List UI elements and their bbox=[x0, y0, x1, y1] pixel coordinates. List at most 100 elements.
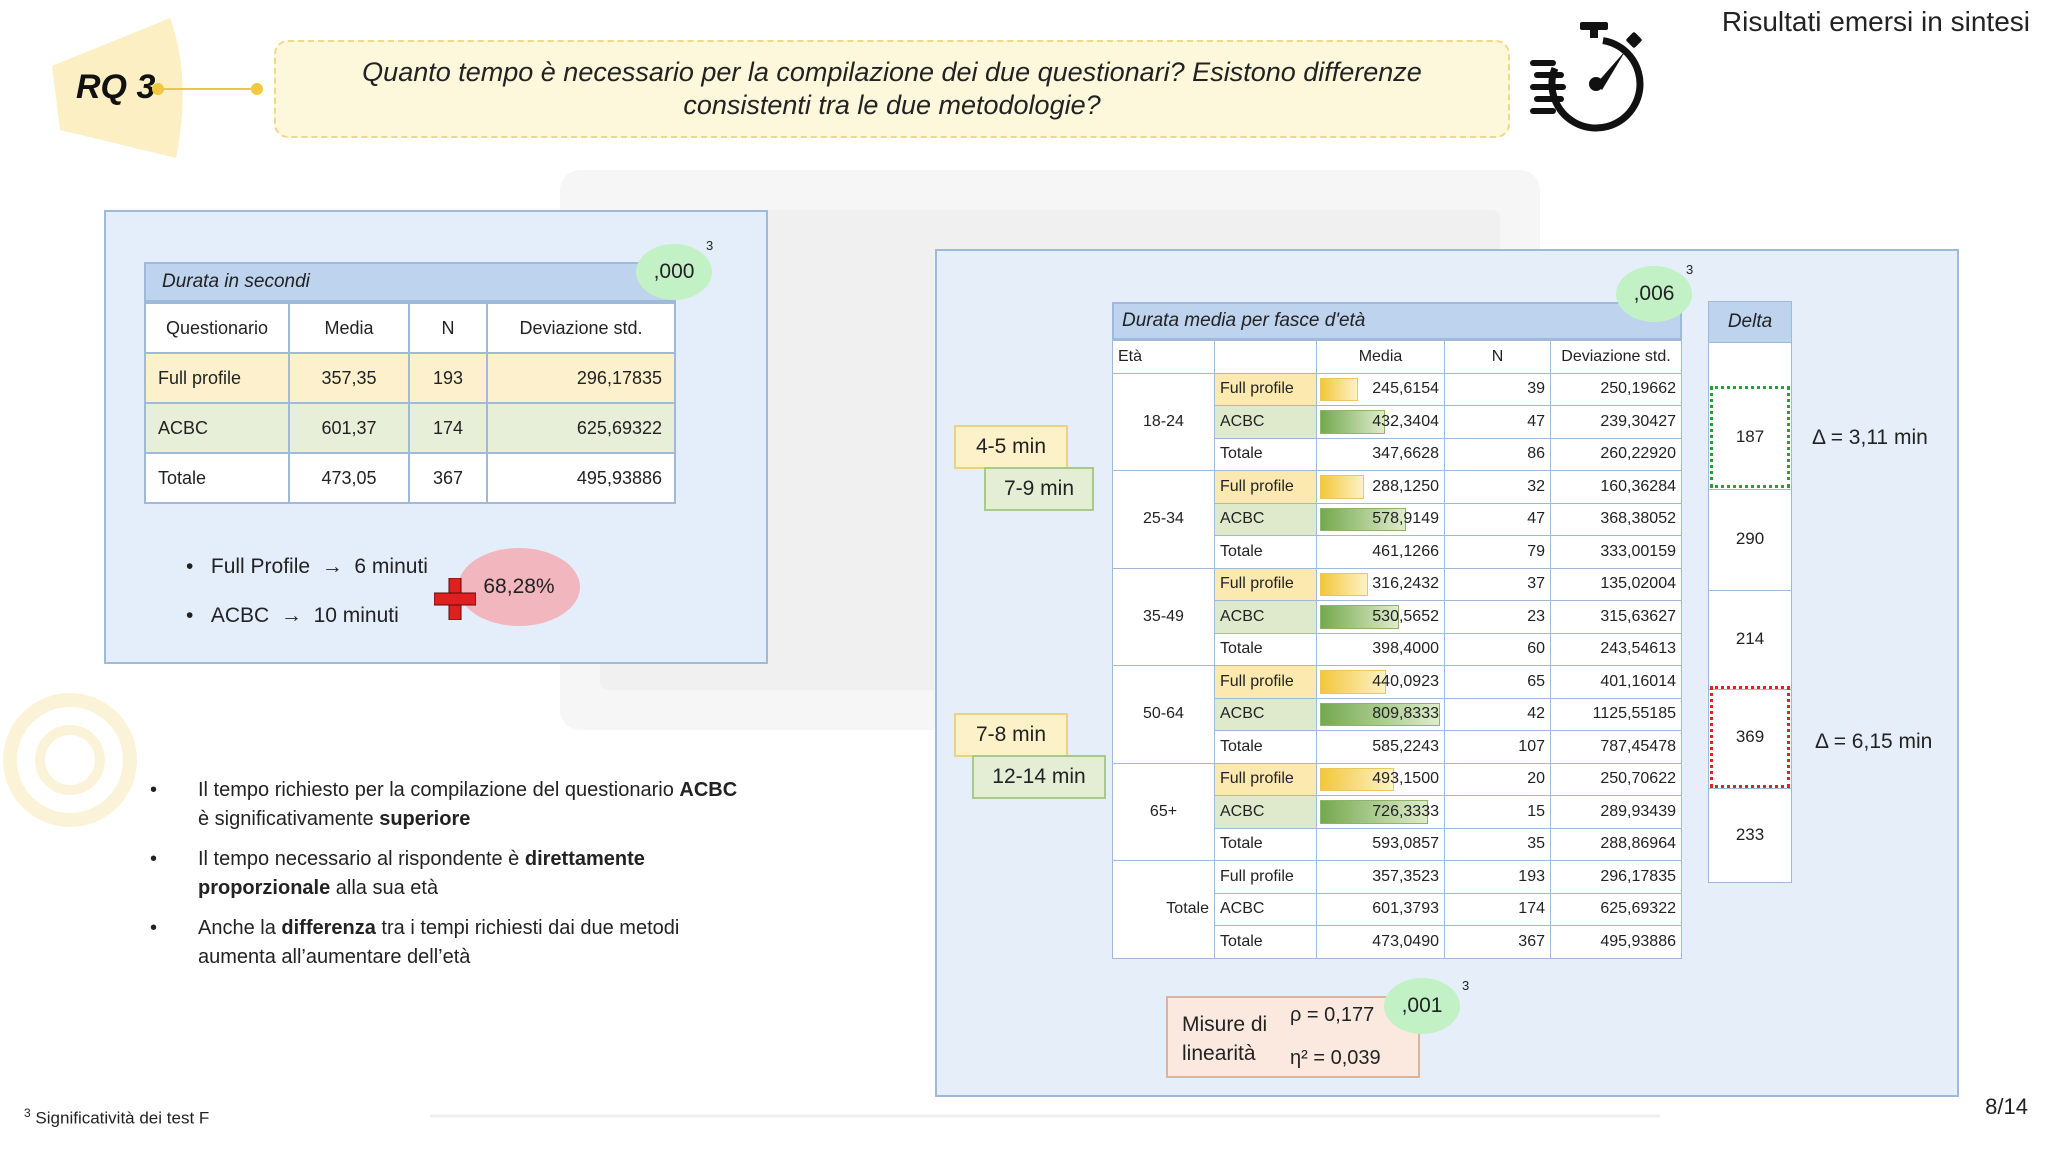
table-row: Totale 585,2243 107 787,45478 bbox=[1113, 730, 1682, 764]
n-value: 35 bbox=[1444, 827, 1551, 861]
footnote-ref: 3 bbox=[1686, 262, 1694, 277]
summary-value: 6 minuti bbox=[354, 555, 428, 578]
acbc-time-note: 12-14 min bbox=[972, 755, 1106, 799]
std-dev-value: 239,30427 bbox=[1550, 405, 1682, 439]
table2-title: Durata media per fasce d'età bbox=[1112, 302, 1682, 340]
acbc-time-note: 7-9 min bbox=[984, 467, 1094, 511]
media-cell: 398,4000 bbox=[1316, 632, 1445, 666]
media-data-bar bbox=[1320, 670, 1386, 694]
table-cell: 473,05 bbox=[288, 452, 410, 504]
delta-highlight-max bbox=[1710, 686, 1790, 788]
std-dev-value: 1125,55185 bbox=[1550, 697, 1682, 731]
age-group-label: 50-64 bbox=[1112, 665, 1215, 764]
media-value: 809,8333 bbox=[1372, 705, 1439, 723]
research-question: Quanto tempo è necessario per la compila… bbox=[274, 40, 1510, 138]
media-data-bar bbox=[1320, 572, 1368, 596]
table-row: ACBC 578,9149 47 368,38052 bbox=[1113, 502, 1682, 536]
rho-value: ρ = 0,177 bbox=[1290, 1004, 1375, 1026]
age-group-label: 18-24 bbox=[1112, 372, 1215, 471]
finding-text: Il tempo richiesto per la compilazione d… bbox=[198, 779, 680, 801]
media-value: 440,0923 bbox=[1372, 672, 1439, 690]
n-value: 367 bbox=[1444, 925, 1551, 959]
n-value: 23 bbox=[1444, 600, 1551, 634]
method-label: ACBC bbox=[1214, 892, 1317, 926]
age-group-label: Totale bbox=[1112, 860, 1215, 959]
method-label: Totale bbox=[1214, 437, 1317, 471]
summary-label: Full Profile bbox=[210, 555, 311, 578]
table-cell: ACBC bbox=[144, 402, 290, 454]
n-value: 47 bbox=[1444, 405, 1551, 439]
delta-highlight-min bbox=[1710, 386, 1790, 488]
method-label: Totale bbox=[1214, 827, 1317, 861]
table-row: ACBC 809,8333 42 1125,55185 bbox=[1113, 697, 1682, 731]
delta-divider bbox=[1708, 489, 1792, 490]
n-value: 32 bbox=[1444, 470, 1551, 504]
media-cell: 288,1250 bbox=[1316, 470, 1445, 504]
footnote-ref: 3 bbox=[706, 238, 714, 253]
std-dev-value: 135,02004 bbox=[1550, 567, 1682, 601]
footnote-text: Significatività dei test F bbox=[35, 1108, 210, 1128]
footnote-ref: 3 bbox=[1462, 978, 1470, 993]
std-dev-value: 495,93886 bbox=[1550, 925, 1682, 959]
finding-item: • Il tempo richiesto per la compilazione… bbox=[150, 779, 738, 830]
method-label: ACBC bbox=[1214, 600, 1317, 634]
method-label: Full profile bbox=[1214, 762, 1317, 796]
connector-line bbox=[158, 88, 258, 90]
arrow-right-icon: → bbox=[321, 555, 343, 578]
media-value: 593,0857 bbox=[1372, 835, 1439, 853]
media-data-bar bbox=[1320, 702, 1440, 726]
media-cell: 578,9149 bbox=[1316, 502, 1445, 536]
table-row: Full profile 357,35 193 296,17835 bbox=[144, 352, 676, 404]
method-label: Full profile bbox=[1214, 860, 1317, 894]
table-cell: 367 bbox=[408, 452, 488, 504]
media-value: 726,3333 bbox=[1372, 802, 1439, 820]
age-group-label: 25-34 bbox=[1112, 470, 1215, 569]
media-cell: 473,0490 bbox=[1316, 925, 1445, 959]
delta-value: 369 bbox=[1735, 727, 1765, 746]
media-cell: 316,2432 bbox=[1316, 567, 1445, 601]
table-cell: 193 bbox=[408, 352, 488, 404]
method-label: Full profile bbox=[1214, 567, 1317, 601]
media-cell: 530,5652 bbox=[1316, 600, 1445, 634]
connector-dot bbox=[152, 83, 164, 95]
table-row: 35-49 Full profile 316,2432 37 135,02004 bbox=[1112, 567, 1682, 666]
delta-header: Delta bbox=[1708, 301, 1792, 343]
std-dev-value: 260,22920 bbox=[1550, 437, 1682, 471]
std-dev-value: 160,36284 bbox=[1550, 470, 1682, 504]
media-value: 288,1250 bbox=[1372, 477, 1439, 495]
n-value: 86 bbox=[1444, 437, 1551, 471]
table1-title: Durata in secondi bbox=[144, 262, 676, 302]
summary-item: • ACBC → 10 minuti bbox=[186, 604, 399, 628]
table-cell: 174 bbox=[408, 402, 488, 454]
delta-value: 233 bbox=[1735, 825, 1765, 844]
n-value: 65 bbox=[1444, 665, 1551, 699]
media-value: 245,6154 bbox=[1372, 380, 1439, 398]
table-row: Totale Full profile 357,3523 193 296,17835 bbox=[1112, 860, 1682, 959]
std-dev-value: 250,70622 bbox=[1550, 762, 1682, 796]
delta-divider bbox=[1708, 788, 1792, 789]
std-dev-value: 787,45478 bbox=[1550, 730, 1682, 764]
finding-item: • Anche la differenza tra i tempi richie… bbox=[150, 917, 680, 968]
method-label: Totale bbox=[1214, 730, 1317, 764]
finding-text: Il tempo necessario al rispondente è bbox=[198, 848, 525, 870]
column-header: N bbox=[408, 302, 488, 354]
table-row: 18-24 Full profile 245,6154 39 250,19662 bbox=[1112, 372, 1682, 471]
rq-badge-shape bbox=[52, 18, 183, 158]
media-data-bar bbox=[1320, 767, 1394, 791]
media-cell: 585,2243 bbox=[1316, 730, 1445, 764]
table-cell: 296,17835 bbox=[486, 352, 676, 404]
summary-value: 10 minuti bbox=[313, 604, 399, 627]
media-cell: 347,6628 bbox=[1316, 437, 1445, 471]
media-data-bar bbox=[1320, 800, 1428, 824]
table-row: 25-34 Full profile 288,1250 32 160,36284 bbox=[1112, 470, 1682, 569]
table-row: Totale 593,0857 35 288,86964 bbox=[1113, 827, 1682, 861]
media-cell: 440,0923 bbox=[1316, 665, 1445, 699]
footnote-number: 3 bbox=[24, 1106, 31, 1120]
table-cell: 625,69322 bbox=[486, 402, 676, 454]
n-value: 47 bbox=[1444, 502, 1551, 536]
std-dev-value: 401,16014 bbox=[1550, 665, 1682, 699]
age-group-label: 35-49 bbox=[1112, 567, 1215, 666]
slide-title: Risultati emersi in sintesi bbox=[1721, 6, 2030, 37]
delta-value: 214 bbox=[1735, 629, 1765, 648]
table-row: ACBC 601,3793 174 625,69322 bbox=[1113, 892, 1682, 926]
